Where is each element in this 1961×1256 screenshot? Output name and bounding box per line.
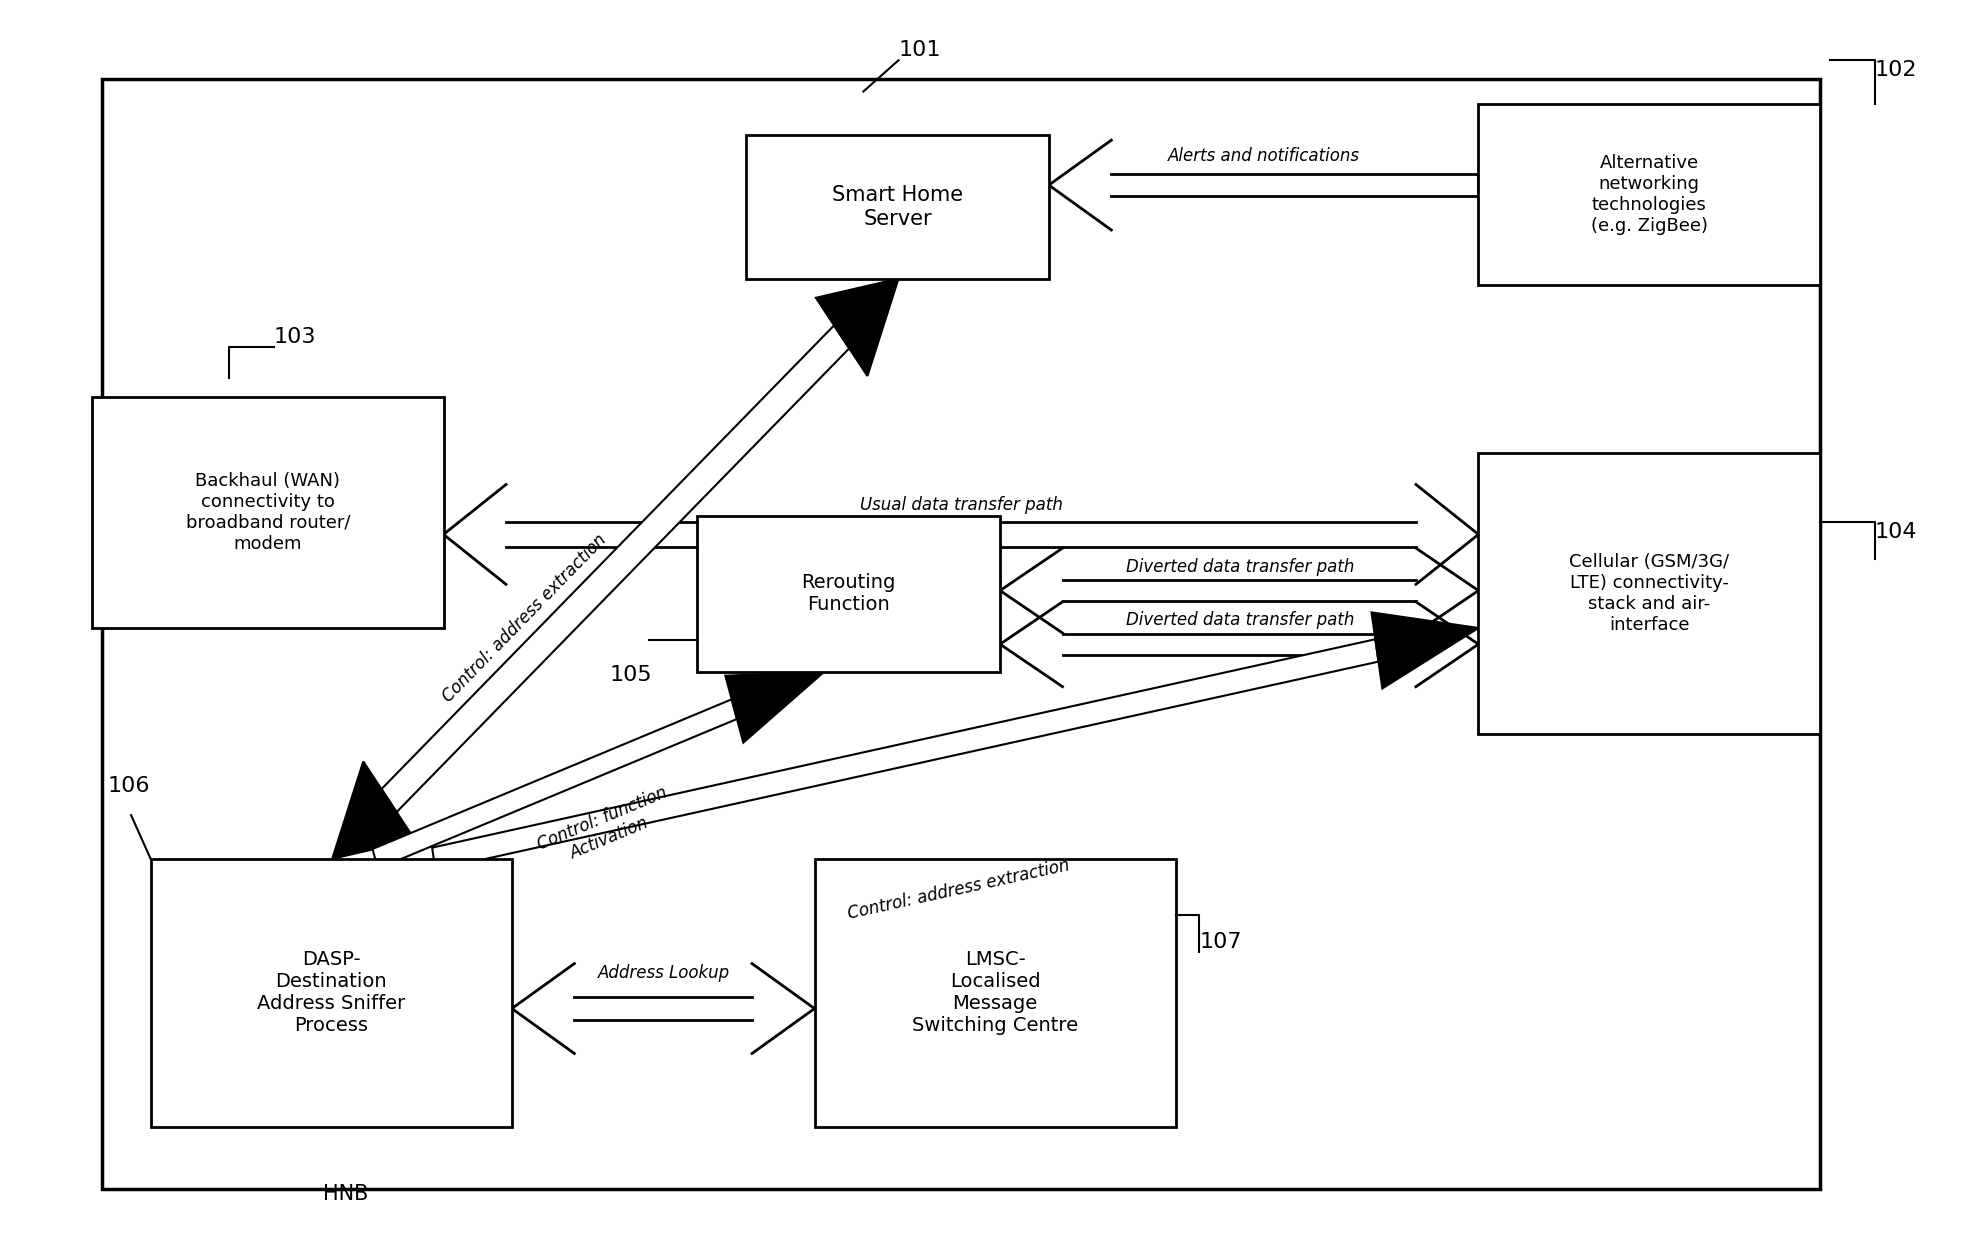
- Text: Diverted data transfer path: Diverted data transfer path: [1126, 558, 1355, 575]
- Polygon shape: [1371, 613, 1479, 688]
- Polygon shape: [373, 700, 737, 869]
- Text: Backhaul (WAN)
connectivity to
broadband router/
modem: Backhaul (WAN) connectivity to broadband…: [186, 472, 349, 553]
- Text: Address Lookup: Address Lookup: [598, 965, 729, 982]
- FancyBboxPatch shape: [1479, 104, 1820, 285]
- Polygon shape: [431, 639, 1379, 870]
- Text: 102: 102: [1875, 60, 1918, 80]
- Text: 103: 103: [275, 328, 316, 347]
- Text: LMSC-
Localised
Message
Switching Centre: LMSC- Localised Message Switching Centre: [912, 951, 1079, 1035]
- Text: DASP-
Destination
Address Sniffer
Process: DASP- Destination Address Sniffer Proces…: [257, 951, 406, 1035]
- FancyBboxPatch shape: [1479, 453, 1820, 734]
- Text: Alerts and notifications: Alerts and notifications: [1167, 147, 1359, 165]
- Text: Smart Home
Server: Smart Home Server: [831, 186, 963, 229]
- Polygon shape: [382, 325, 849, 813]
- FancyBboxPatch shape: [747, 136, 1049, 279]
- Text: 105: 105: [610, 666, 653, 686]
- Polygon shape: [726, 672, 824, 742]
- FancyBboxPatch shape: [151, 859, 512, 1127]
- FancyBboxPatch shape: [102, 79, 1820, 1189]
- Text: HNB: HNB: [324, 1184, 369, 1205]
- Text: Rerouting
Function: Rerouting Function: [802, 573, 896, 614]
- Polygon shape: [816, 279, 898, 376]
- Polygon shape: [331, 761, 416, 859]
- Text: 106: 106: [108, 776, 151, 796]
- Text: Diverted data transfer path: Diverted data transfer path: [1126, 612, 1355, 629]
- Text: Cellular (GSM/3G/
LTE) connectivity-
stack and air-
interface: Cellular (GSM/3G/ LTE) connectivity- sta…: [1569, 554, 1730, 634]
- FancyBboxPatch shape: [92, 397, 443, 628]
- Text: Control: function
Activation: Control: function Activation: [533, 784, 679, 873]
- Text: Control: address extraction: Control: address extraction: [439, 530, 610, 706]
- FancyBboxPatch shape: [698, 516, 1000, 672]
- Text: Usual data transfer path: Usual data transfer path: [859, 496, 1063, 515]
- Polygon shape: [726, 676, 743, 742]
- Polygon shape: [1371, 613, 1383, 688]
- Polygon shape: [816, 298, 867, 376]
- FancyBboxPatch shape: [814, 859, 1177, 1127]
- Text: 101: 101: [898, 40, 941, 60]
- Polygon shape: [363, 761, 416, 840]
- Text: 104: 104: [1875, 522, 1918, 541]
- Text: 107: 107: [1200, 932, 1241, 952]
- Text: Control: address extraction: Control: address extraction: [847, 857, 1071, 923]
- Text: Alternative
networking
technologies
(e.g. ZigBee): Alternative networking technologies (e.g…: [1590, 154, 1708, 235]
